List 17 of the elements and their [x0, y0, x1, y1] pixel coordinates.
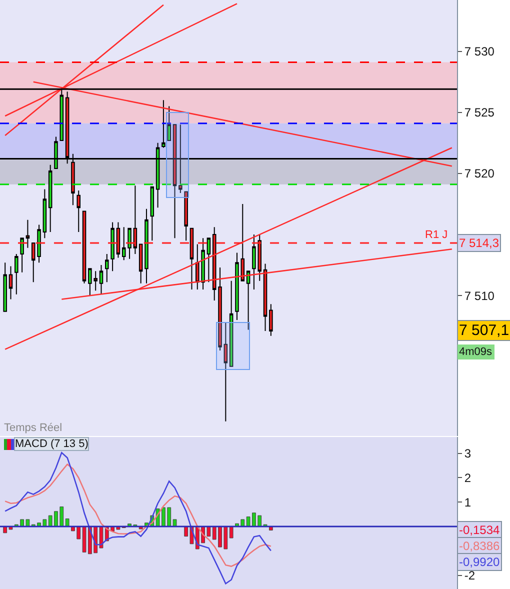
y-tick-label: 1 — [464, 495, 472, 510]
text: 7 507,1 — [459, 322, 510, 339]
text: 7 514,3 — [459, 236, 500, 250]
text: -0,9920 — [459, 555, 500, 569]
annotation: Temps Réel — [4, 422, 62, 434]
y-tick-label: 3 — [464, 446, 472, 461]
y-tick-label: 7 525 — [464, 106, 495, 120]
chart-title: MACD (7 13 5) — [15, 438, 88, 450]
y-tick-label: 7 510 — [464, 288, 495, 303]
text: -0,1534 — [459, 523, 500, 537]
y-tick-label: -2 — [464, 568, 476, 583]
y-tick-label: 7 520 — [464, 166, 495, 181]
ref-line-label: R1 J — [425, 229, 448, 241]
text: 4m09s — [459, 346, 493, 358]
text: -0,8386 — [459, 539, 500, 553]
y-tick-label: 7 530 — [464, 44, 495, 58]
y-tick-label: 2 — [464, 470, 472, 485]
